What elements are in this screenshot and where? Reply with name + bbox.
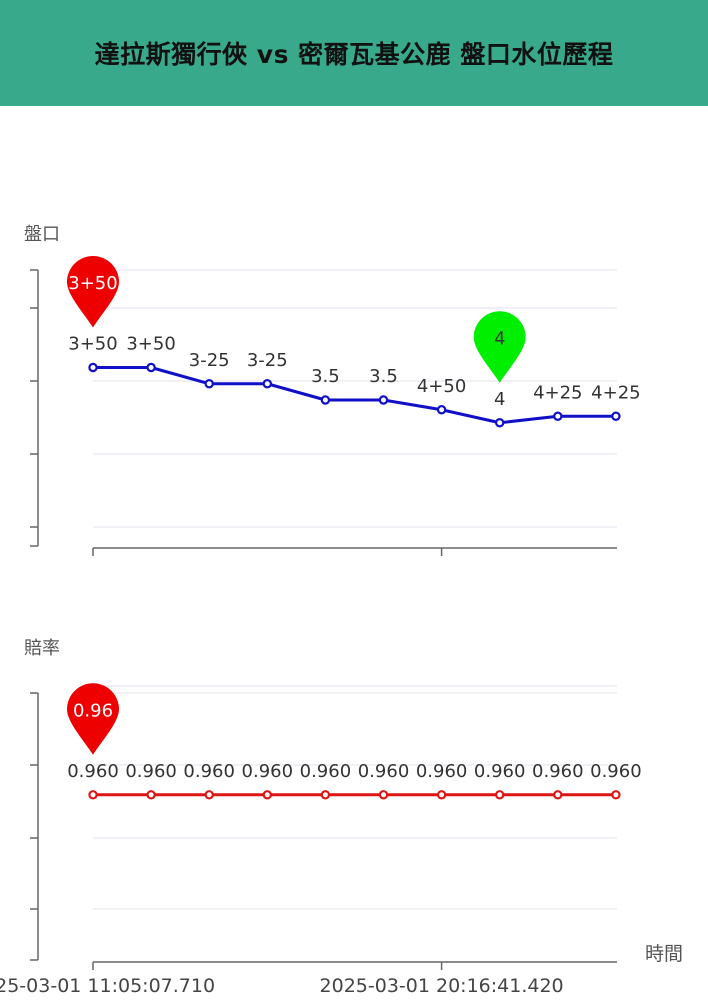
marker-label: 3+50 xyxy=(68,273,117,294)
data-point xyxy=(611,790,621,800)
x-axis-label: 時間 xyxy=(645,943,683,965)
odds-chart: 賠率 2025-03-01 11:05:07.710 2025-03-01 20:1… xyxy=(0,638,683,997)
data-label: 0.960 xyxy=(183,761,235,782)
marker-label: 4 xyxy=(494,328,505,349)
data-label: 4+25 xyxy=(533,382,582,403)
data-label: 0.960 xyxy=(358,761,410,782)
data-point xyxy=(146,362,156,373)
x-tick-label: 2025-03-01 20:16:41.420 xyxy=(320,975,564,997)
data-label: 3+50 xyxy=(68,334,117,355)
y-axis-label: 賠率 xyxy=(24,638,60,659)
data-point xyxy=(436,790,447,800)
max-marker-pin xyxy=(67,256,119,328)
marker-label: 0.96 xyxy=(73,700,113,721)
data-label: 3-25 xyxy=(189,350,230,371)
page-title: 達拉斯獨行俠 vs 密爾瓦基公鹿 盤口水位歷程 xyxy=(94,40,614,69)
data-point xyxy=(378,790,389,800)
data-point xyxy=(495,418,505,428)
data-point xyxy=(495,790,505,800)
data-point xyxy=(378,395,389,405)
data-label: 4 xyxy=(494,389,505,410)
data-point xyxy=(88,790,98,800)
data-label: 4+25 xyxy=(591,382,640,403)
data-label: 0.960 xyxy=(532,761,584,782)
x-tick-label: 2025-03-01 11:05:07.710 xyxy=(0,975,215,997)
data-point xyxy=(88,362,98,373)
data-label: 0.960 xyxy=(67,761,119,782)
data-point xyxy=(553,411,563,421)
data-label: 0.960 xyxy=(416,761,468,782)
series-line xyxy=(93,366,616,425)
handicap-chart: 盤口 3+50 3+50 3-25 3-25 3.5 3.5 4+50 4 4+25 4+25 3+5… xyxy=(24,224,641,556)
data-label: 3.5 xyxy=(311,366,340,387)
y-axis-label: 盤口 xyxy=(24,224,60,245)
data-point xyxy=(204,790,214,800)
chart-header: 達拉斯獨行俠 vs 密爾瓦基公鹿 盤口水位歷程 xyxy=(0,0,708,106)
data-point xyxy=(611,411,621,421)
data-label: 0.960 xyxy=(474,761,526,782)
data-label: 3+50 xyxy=(126,334,175,355)
data-label: 3.5 xyxy=(369,366,398,387)
data-label: 0.960 xyxy=(300,761,352,782)
data-point xyxy=(436,405,447,415)
data-point xyxy=(320,790,331,800)
data-label: 3-25 xyxy=(247,350,288,371)
data-label: 0.960 xyxy=(590,761,642,782)
data-label: 4+50 xyxy=(417,376,466,397)
data-point xyxy=(262,790,272,800)
data-label: 0.960 xyxy=(242,761,294,782)
max-marker-pin xyxy=(67,683,119,755)
min-marker-pin xyxy=(473,311,526,383)
data-point xyxy=(553,790,563,800)
data-point xyxy=(146,790,156,800)
data-point xyxy=(262,379,272,389)
data-point xyxy=(320,395,331,405)
data-point xyxy=(204,379,214,389)
data-label: 0.960 xyxy=(125,761,177,782)
